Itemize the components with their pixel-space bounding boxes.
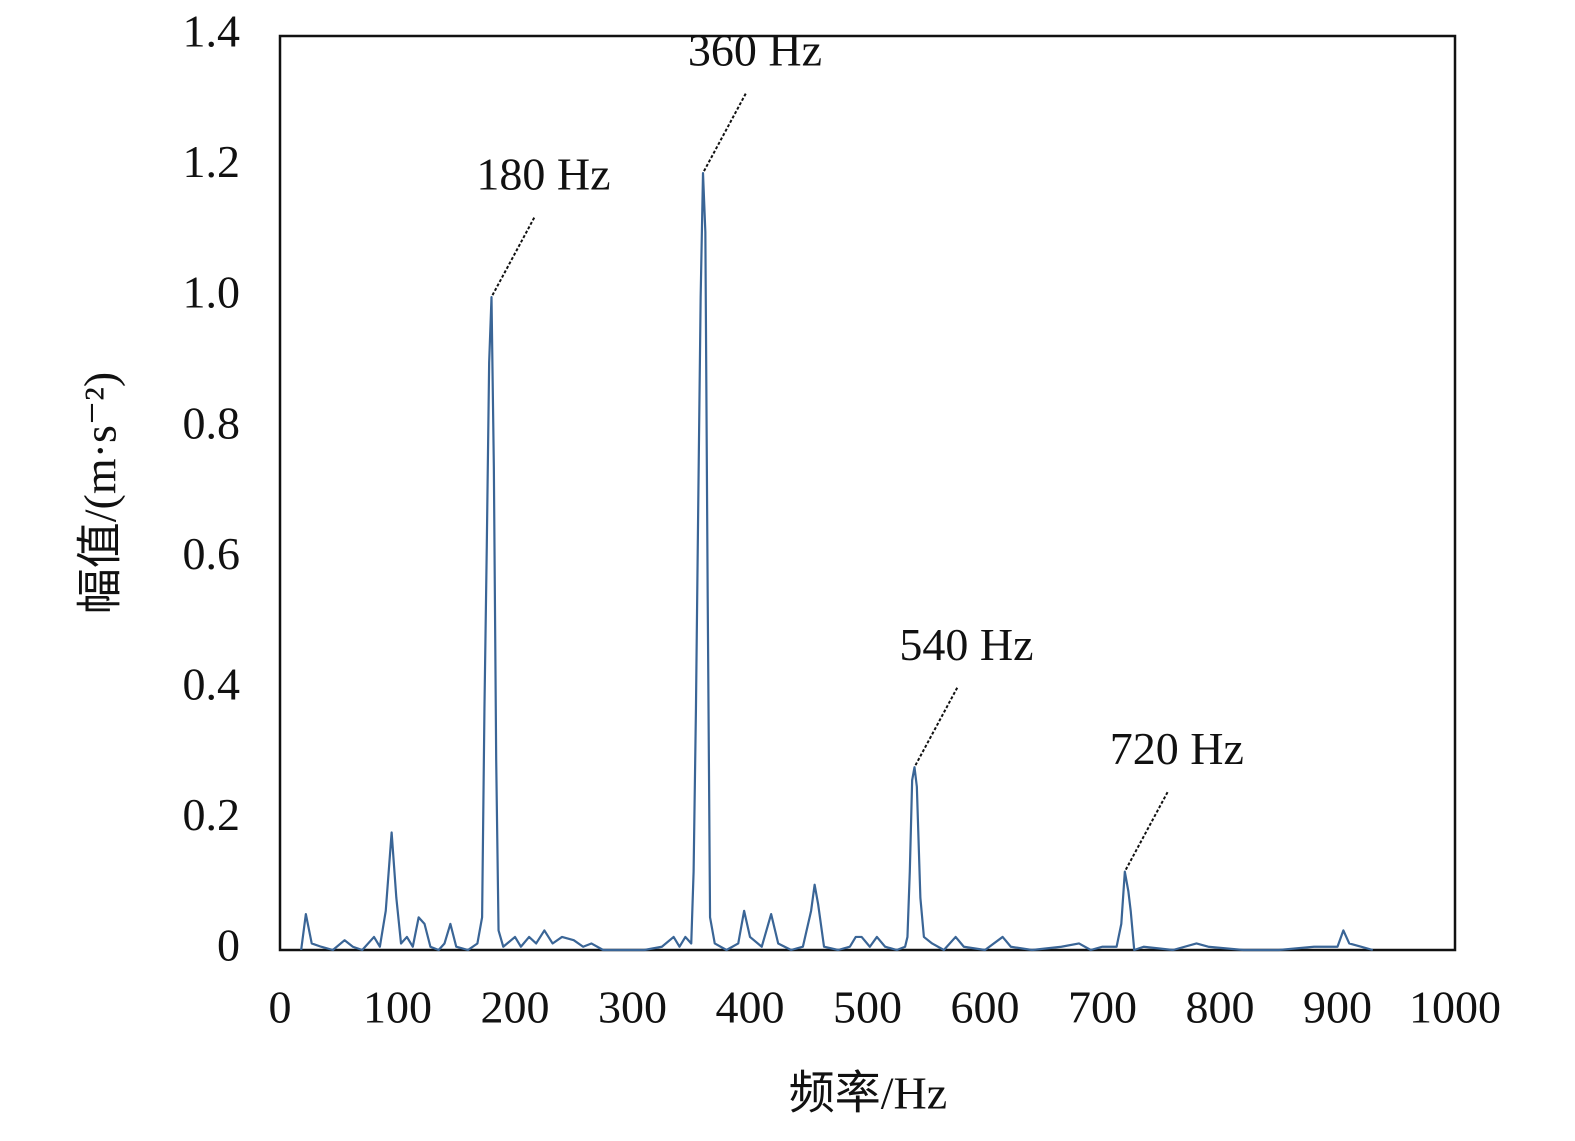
x-tick-label: 900 [1303,982,1372,1033]
x-tick-label: 200 [481,982,550,1033]
y-tick-label: 0.2 [183,789,241,840]
x-tick-label: 1000 [1409,982,1501,1033]
y-tick-label: 1.4 [183,6,241,57]
y-tick-label: 0.4 [183,658,241,709]
x-tick-label: 300 [598,982,667,1033]
annotation-leader [703,92,747,172]
plot-frame [278,34,1457,952]
y-tick-label: 0.8 [183,397,241,448]
x-axis-label: 频率/Hz [789,1068,947,1119]
x-tick-label: 100 [363,982,432,1033]
x-tick-label: 400 [716,982,785,1033]
annotation: 180 Hz [476,149,610,200]
y-tick-label: 0.6 [183,528,241,579]
annotation-leader [914,686,959,766]
annotation-leader [1124,791,1169,871]
spectrum-line [300,172,1374,952]
annotation: 360 Hz [688,25,822,76]
y-axis-label: 幅值/(m·s⁻²) [75,372,126,615]
y-tick-label: 0 [217,920,240,971]
x-tick-label: 0 [269,982,292,1033]
annotation: 720 Hz [1110,723,1244,774]
y-tick-label: 1.2 [183,136,241,187]
y-tick-label: 1.0 [183,267,241,318]
x-tick-label: 800 [1186,982,1255,1033]
annotation-leader [491,216,536,296]
annotation: 540 Hz [899,619,1033,670]
x-tick-label: 700 [1068,982,1137,1033]
x-tick-label: 500 [833,982,902,1033]
x-tick-label: 600 [951,982,1020,1033]
